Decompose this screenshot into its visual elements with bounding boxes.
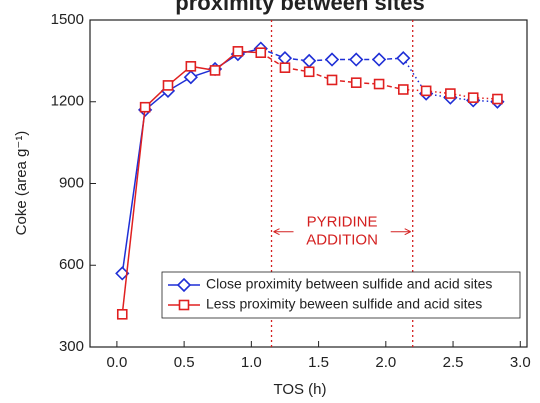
marker [232, 46, 244, 57]
marker [324, 52, 340, 67]
marker [303, 66, 315, 78]
marker [183, 70, 198, 85]
marker [178, 299, 190, 311]
x-tick-label: 0.0 [106, 354, 127, 371]
marker [492, 93, 503, 105]
marker [396, 51, 411, 66]
marker [185, 61, 197, 72]
marker [139, 101, 151, 113]
x-tick-label: 2.0 [375, 354, 396, 371]
marker [326, 74, 338, 86]
marker [209, 65, 221, 76]
x-tick-label: 1.0 [241, 354, 262, 371]
x-tick-label: 1.5 [308, 354, 329, 371]
arrow [273, 228, 294, 236]
marker [116, 308, 128, 320]
line-segment [121, 107, 146, 315]
marker [350, 77, 362, 88]
marker [445, 88, 456, 99]
x-tick-label: 3.0 [510, 354, 531, 371]
x-tick-label: 0.5 [174, 354, 195, 371]
legend-box [161, 271, 521, 319]
y-tick-label: 300 [59, 338, 84, 355]
marker [279, 62, 291, 73]
marker [302, 53, 317, 69]
x-axis-label: TOS (h) [273, 381, 326, 398]
y-axis-label: Coke (area g⁻¹) [13, 131, 30, 236]
legend-label: Close proximity between sulfide and acid… [206, 276, 492, 292]
y-tick-label: 1200 [51, 93, 84, 110]
marker [420, 85, 432, 97]
y-tick-label: 600 [59, 256, 84, 273]
marker [162, 80, 174, 91]
marker [371, 52, 387, 67]
marker [467, 92, 479, 103]
chart-title: proximity between sites [175, 0, 424, 15]
marker [176, 277, 192, 293]
annotation: ADDITION [306, 232, 378, 249]
arrow [390, 228, 411, 236]
x-tick-label: 2.5 [443, 354, 464, 371]
marker [397, 84, 409, 95]
y-tick-label: 900 [59, 174, 84, 191]
marker [277, 51, 293, 66]
y-tick-label: 1500 [51, 11, 84, 28]
marker [349, 52, 364, 67]
legend-label: Less proximity beween sulfide and acid s… [206, 296, 482, 312]
marker [373, 78, 385, 90]
marker [255, 47, 267, 59]
annotation: PYRIDINE [307, 214, 378, 231]
